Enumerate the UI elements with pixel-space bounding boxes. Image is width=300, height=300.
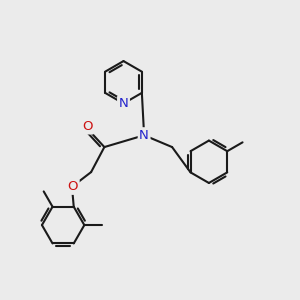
- Text: N: N: [118, 97, 128, 110]
- Text: N: N: [139, 129, 149, 142]
- Text: O: O: [82, 120, 92, 133]
- Text: O: O: [68, 180, 78, 193]
